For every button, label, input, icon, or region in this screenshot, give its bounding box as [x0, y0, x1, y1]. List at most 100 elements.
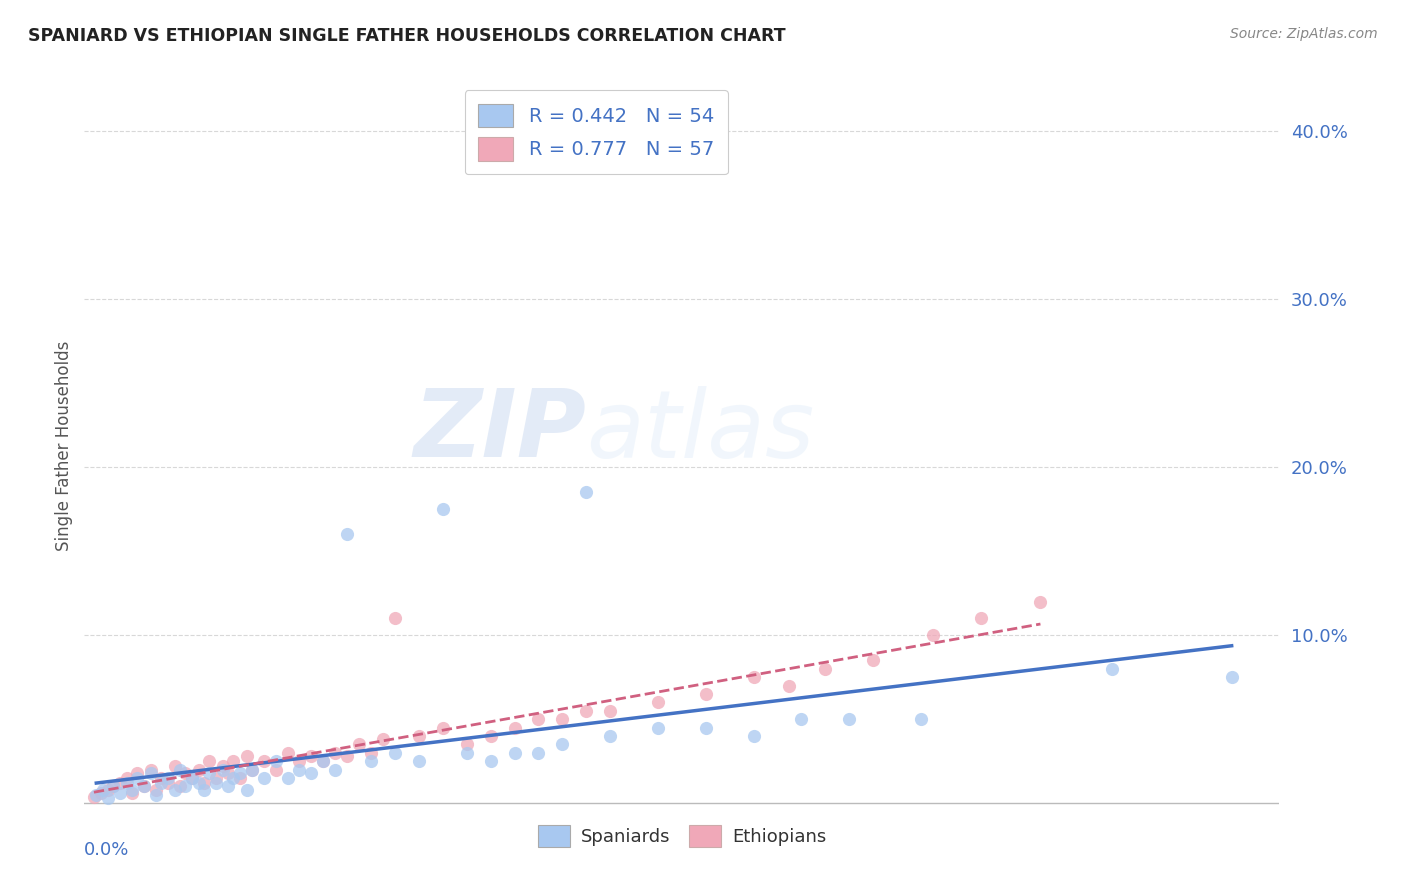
Point	[647, 721, 669, 735]
Point	[1101, 662, 1123, 676]
Point	[181, 771, 204, 785]
Point	[264, 754, 287, 768]
Point	[384, 611, 406, 625]
Point	[325, 763, 347, 777]
Point	[479, 729, 502, 743]
Point	[229, 771, 252, 785]
Point	[157, 776, 180, 790]
Point	[742, 670, 765, 684]
Point	[360, 746, 382, 760]
Legend: Spaniards, Ethiopians: Spaniards, Ethiopians	[530, 817, 834, 854]
Point	[599, 704, 621, 718]
Point	[132, 780, 156, 794]
Point	[145, 788, 167, 802]
Point	[288, 763, 311, 777]
Point	[695, 687, 717, 701]
Point	[97, 782, 120, 797]
Point	[253, 771, 276, 785]
Point	[360, 754, 382, 768]
Point	[181, 771, 204, 785]
Point	[575, 485, 598, 500]
Y-axis label: Single Father Households: Single Father Households	[55, 341, 73, 551]
Point	[117, 771, 139, 785]
Text: 0.0%: 0.0%	[84, 841, 129, 859]
Point	[862, 653, 884, 667]
Point	[169, 780, 191, 794]
Point	[221, 771, 243, 785]
Point	[301, 766, 323, 780]
Point	[277, 746, 299, 760]
Point	[188, 776, 211, 790]
Point	[551, 738, 574, 752]
Point	[236, 782, 259, 797]
Point	[101, 780, 124, 794]
Point	[121, 786, 143, 800]
Point	[312, 754, 335, 768]
Point	[240, 763, 263, 777]
Point	[212, 763, 235, 777]
Point	[408, 729, 430, 743]
Point	[188, 763, 211, 777]
Point	[125, 771, 148, 785]
Point	[408, 754, 430, 768]
Point	[173, 780, 195, 794]
Point	[384, 746, 406, 760]
Point	[922, 628, 945, 642]
Point	[86, 788, 108, 802]
Point	[456, 738, 478, 752]
Point	[336, 527, 359, 541]
Point	[193, 782, 215, 797]
Text: atlas: atlas	[586, 386, 814, 477]
Point	[205, 771, 228, 785]
Point	[173, 766, 195, 780]
Point	[253, 754, 276, 768]
Point	[551, 712, 574, 726]
Point	[83, 789, 105, 804]
Point	[264, 763, 287, 777]
Point	[742, 729, 765, 743]
Point	[217, 780, 239, 794]
Point	[575, 704, 598, 718]
Point	[149, 771, 172, 785]
Point	[432, 502, 454, 516]
Point	[212, 759, 235, 773]
Point	[141, 763, 163, 777]
Point	[193, 776, 215, 790]
Point	[479, 754, 502, 768]
Point	[165, 782, 187, 797]
Point	[90, 786, 112, 800]
Point	[790, 712, 813, 726]
Point	[169, 763, 191, 777]
Point	[1029, 594, 1052, 608]
Point	[165, 759, 187, 773]
Point	[117, 776, 139, 790]
Text: Source: ZipAtlas.com: Source: ZipAtlas.com	[1230, 27, 1378, 41]
Point	[325, 746, 347, 760]
Point	[197, 766, 219, 780]
Point	[527, 746, 550, 760]
Point	[970, 611, 993, 625]
Point	[93, 782, 115, 797]
Point	[145, 782, 167, 797]
Point	[157, 771, 180, 785]
Point	[132, 780, 156, 794]
Point	[288, 754, 311, 768]
Text: ZIP: ZIP	[413, 385, 586, 477]
Point	[121, 782, 143, 797]
Point	[240, 763, 263, 777]
Point	[110, 786, 132, 800]
Point	[217, 766, 239, 780]
Point	[229, 766, 252, 780]
Point	[125, 766, 148, 780]
Point	[814, 662, 837, 676]
Point	[432, 721, 454, 735]
Point	[503, 721, 526, 735]
Point	[456, 746, 478, 760]
Point	[336, 749, 359, 764]
Point	[599, 729, 621, 743]
Point	[236, 749, 259, 764]
Point	[1220, 670, 1243, 684]
Point	[301, 749, 323, 764]
Point	[110, 776, 132, 790]
Point	[277, 771, 299, 785]
